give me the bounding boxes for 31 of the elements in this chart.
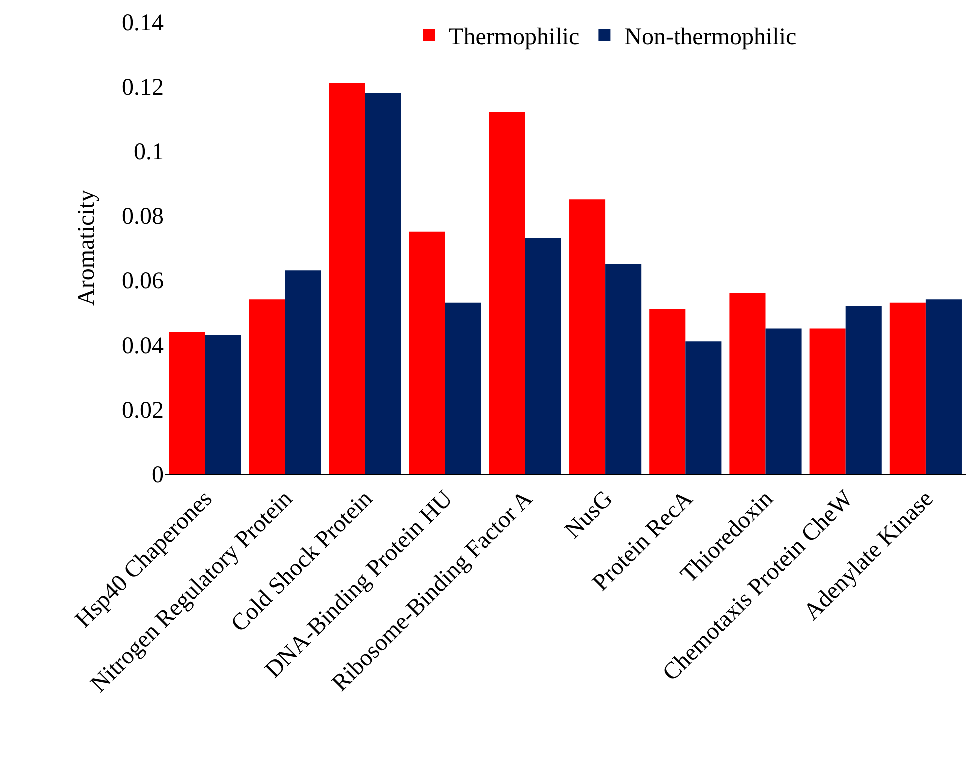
bar [846, 306, 882, 474]
bar [730, 293, 766, 474]
y-tick-label: 0.06 [122, 268, 164, 295]
y-tick-label: 0 [152, 462, 164, 488]
bar [205, 335, 242, 474]
y-axis-title: Aromaticity [74, 190, 100, 306]
bar [249, 300, 286, 474]
y-tick-label: 0.12 [122, 74, 164, 101]
bar [570, 200, 606, 474]
bar [285, 270, 322, 474]
bar [686, 342, 722, 474]
bar [926, 300, 962, 474]
bar [365, 93, 402, 474]
bar [329, 83, 366, 474]
y-tick-label: 0.1 [134, 140, 164, 166]
legend-label: Non-thermophilic [624, 24, 797, 50]
bar [810, 328, 846, 474]
bar [525, 238, 562, 474]
y-tick-label: 0.02 [122, 398, 164, 424]
bar [169, 332, 206, 474]
bar [445, 302, 482, 474]
bar [766, 328, 802, 474]
bar [489, 112, 526, 474]
y-tick-label: 0.04 [122, 333, 164, 360]
bar [890, 302, 926, 474]
y-tick-label: 0.14 [122, 10, 164, 36]
y-tick-label: 0.08 [122, 204, 164, 230]
bar [650, 309, 686, 474]
bar [606, 264, 642, 474]
bar [409, 232, 446, 474]
legend-label: Thermophilic [449, 24, 580, 50]
